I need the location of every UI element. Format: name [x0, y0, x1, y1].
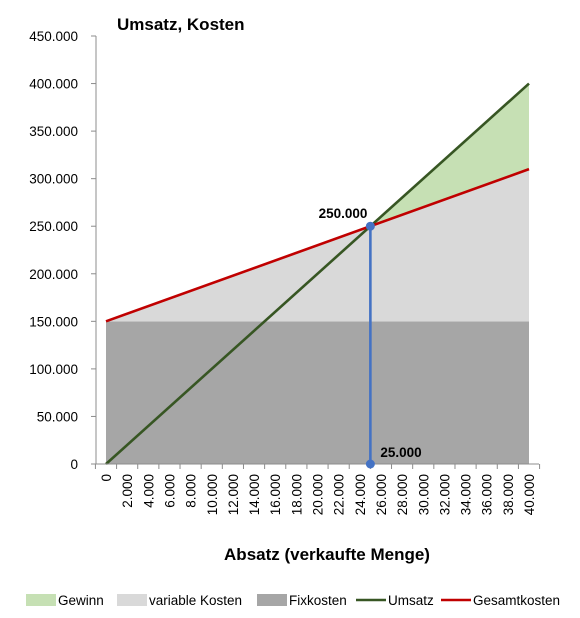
legend-label-fixkosten: Fixkosten — [289, 593, 347, 608]
break-even-point — [365, 221, 375, 231]
x-tick-label: 38.000 — [501, 474, 516, 515]
x-tick-label: 18.000 — [289, 474, 304, 515]
y-tick-label: 200.000 — [29, 267, 78, 282]
line-umsatz — [105, 82, 530, 465]
legend-label-gewinn: Gewinn — [58, 593, 104, 608]
x-axis-label: Absatz (verkaufte Menge) — [224, 545, 430, 564]
legend-swatch-gewinn — [26, 594, 56, 606]
x-tick-label: 12.000 — [226, 474, 241, 515]
x-tick-label: 6.000 — [162, 474, 177, 508]
y-tick-label: 400.000 — [29, 77, 78, 92]
y-tick-label: 0 — [70, 457, 78, 472]
plot-lines — [105, 82, 530, 465]
x-tick-label: 4.000 — [141, 474, 156, 508]
x-tick-label: 2.000 — [120, 474, 135, 508]
break-even-axis-point — [365, 459, 375, 469]
x-tick-label: 26.000 — [374, 474, 389, 515]
legend-label-gesamtkosten: Gesamtkosten — [473, 593, 560, 608]
x-tick-label: 20.000 — [311, 474, 326, 515]
x-tick-label: 32.000 — [437, 474, 452, 515]
x-tick-label: 40.000 — [522, 474, 537, 515]
legend: Gewinn variable Kosten Fixkosten Umsatz Gesa… — [26, 593, 560, 608]
legend-label-umsatz: Umsatz — [388, 593, 434, 608]
x-tick-label: 36.000 — [480, 474, 495, 515]
y-tick-label: 350.000 — [29, 124, 78, 139]
y-tick-label: 250.000 — [29, 219, 78, 234]
x-tick-label: 22.000 — [332, 474, 347, 515]
x-tick-label: 16.000 — [268, 474, 283, 515]
y-tick-label: 150.000 — [29, 314, 78, 329]
break-even-quantity-label: 25.000 — [380, 445, 421, 460]
y-tick-label: 100.000 — [29, 362, 78, 377]
x-tick-label: 0 — [99, 474, 114, 482]
legend-label-variable-kosten: variable Kosten — [149, 593, 242, 608]
y-tick-label: 450.000 — [29, 29, 78, 44]
x-tick-label: 28.000 — [395, 474, 410, 515]
y-tick-label: 50.000 — [37, 409, 78, 424]
axes: 0 50.000 100.000 150.000 200.000 250.000 300.0… — [29, 29, 541, 515]
x-tick-label: 8.000 — [184, 474, 199, 508]
legend-swatch-variable-kosten — [117, 594, 147, 606]
area-fixkosten — [106, 321, 529, 464]
legend-swatch-fixkosten — [257, 594, 287, 606]
break-even-marker: 250.000 25.000 — [319, 206, 422, 469]
x-tick-label: 14.000 — [247, 474, 262, 515]
x-tick-label: 34.000 — [459, 474, 474, 515]
chart-title: Umsatz, Kosten — [117, 15, 245, 34]
y-tick-label: 300.000 — [29, 172, 78, 187]
line-gesamtkosten — [105, 167, 530, 323]
x-tick-label: 24.000 — [353, 474, 368, 515]
break-even-value-label: 250.000 — [319, 206, 368, 221]
x-tick-label: 10.000 — [205, 474, 220, 515]
x-tick-label: 30.000 — [416, 474, 431, 515]
